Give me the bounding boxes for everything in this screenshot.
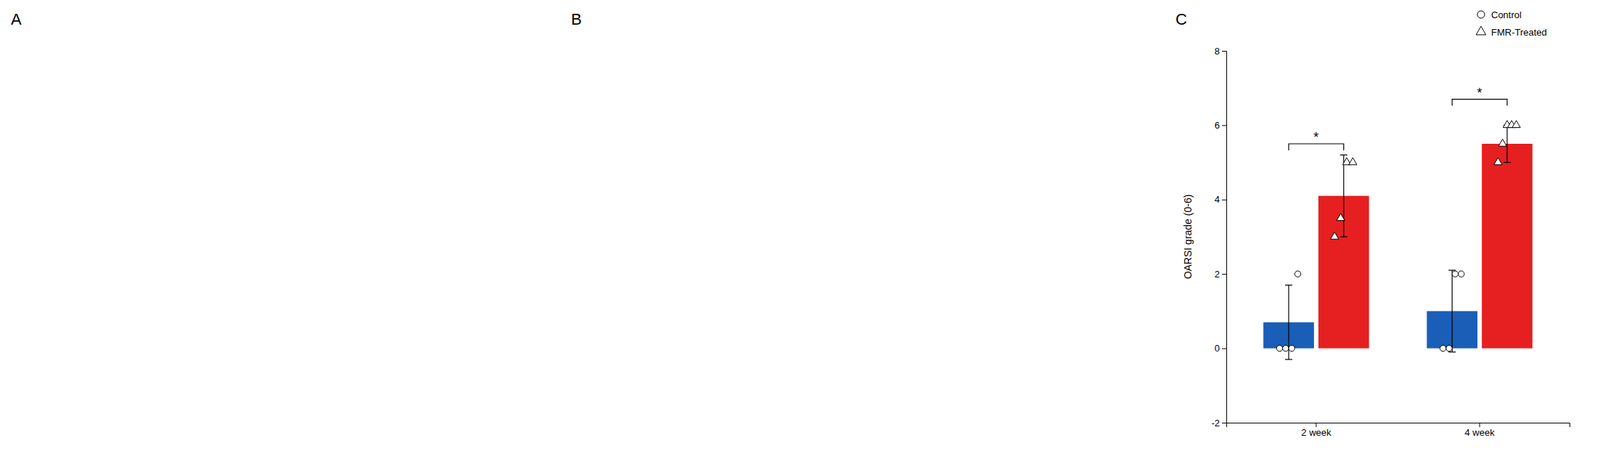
series [1263, 310, 1478, 348]
y-tick-mark [1221, 199, 1227, 201]
data-point [1330, 231, 1339, 239]
data-point [1276, 344, 1283, 351]
y-tick-mark [1221, 50, 1227, 52]
plot: -2024682 week4 weekOARSI grade (0-6)**Co… [1182, 9, 1571, 439]
significance-bracket [1288, 143, 1344, 151]
y-axis-title: OARSI grade (0-6) [1182, 194, 1194, 280]
data-point [1446, 344, 1452, 351]
data-point [1288, 344, 1295, 351]
y-tick-mark [1221, 124, 1227, 126]
legend-symbol [1475, 26, 1487, 35]
y-tick: 0 [1214, 342, 1227, 354]
error-bar-cap [1285, 284, 1293, 286]
data-point [1294, 270, 1301, 277]
legend: Control FMR-Treated [1475, 9, 1548, 38]
annotations: ** [1313, 85, 1482, 145]
y-tick: 4 [1214, 193, 1227, 205]
x-tick-label: 4 week [1465, 426, 1496, 438]
x-tick-label: 2 week [1301, 426, 1332, 438]
x-axis: 2 week 4 week [1227, 422, 1571, 438]
error-bar-cap [1340, 154, 1348, 156]
data-point [1348, 157, 1357, 165]
y-tick-mark [1221, 348, 1227, 350]
y-tick-label: 8 [1214, 45, 1220, 57]
significance-label: * [1313, 129, 1319, 145]
data-point [1512, 120, 1521, 128]
x-tick-mark [1315, 422, 1317, 427]
data-point [1458, 270, 1465, 277]
y-tick-label: 2 [1214, 268, 1220, 280]
legend-item: FMR-Treated [1475, 26, 1548, 38]
y-tick-label: -2 [1211, 417, 1220, 429]
legend-symbol [1477, 10, 1485, 19]
data-point [1451, 270, 1458, 277]
error-bar-cap [1448, 269, 1456, 270]
y-tick: -2 [1211, 417, 1227, 429]
error-bars [1285, 269, 1456, 360]
y-axis: -2 0 2 4 6 8 [1211, 45, 1227, 429]
panel-title: A [10, 10, 22, 29]
data-point [1439, 344, 1446, 351]
background [0, 0, 1600, 459]
marks [1263, 99, 1533, 360]
points [1276, 270, 1465, 352]
error-bar-cap [1285, 358, 1293, 360]
y-tick: 6 [1214, 119, 1227, 131]
panel: C-2024682 week4 weekOARSI grade (0-6)**C… [1175, 9, 1571, 439]
error-bar-cap [1503, 161, 1511, 163]
data-point [1282, 344, 1289, 351]
y-axis-line [1221, 51, 1228, 424]
y-tick: 2 [1214, 268, 1227, 280]
y-tick-label: 4 [1214, 193, 1220, 205]
y-tick-label: 6 [1214, 119, 1220, 131]
error-bar [1343, 154, 1344, 237]
y-tick-label: 0 [1214, 342, 1220, 354]
error-bars [1340, 124, 1511, 237]
x-tick-mark [1479, 422, 1481, 427]
y-tick-mark [1221, 422, 1227, 424]
bar [1481, 143, 1533, 349]
error-bar [1506, 124, 1508, 162]
x-tick: 2 week [1301, 422, 1332, 438]
data-point [1494, 157, 1503, 165]
points [1330, 120, 1521, 239]
series [1318, 143, 1533, 349]
legend-label: FMR-Treated [1491, 26, 1548, 38]
panel-title: B [571, 10, 582, 29]
significance-bracket [1451, 99, 1508, 106]
error-bar-cap [1340, 235, 1348, 237]
error-bar [1451, 269, 1453, 352]
panel: B [571, 10, 582, 29]
bar [1318, 195, 1370, 349]
legend-label: Control [1491, 9, 1522, 21]
legend-item: Control [1477, 9, 1522, 21]
y-tick-mark [1221, 273, 1227, 275]
significance-label: * [1477, 85, 1483, 101]
y-tick: 8 [1214, 45, 1227, 57]
x-axis-line [1227, 423, 1571, 428]
x-tick: 4 week [1465, 422, 1496, 438]
figure: A B C -2 0 2 4 6 8 2 week 4 week OARSI grade (0-6) *… [0, 0, 1600, 459]
data-point [1336, 213, 1345, 221]
chart-title: C [1175, 10, 1188, 29]
data-point [1498, 138, 1507, 146]
panel: A [10, 10, 22, 29]
error-bar-cap [1448, 351, 1456, 352]
